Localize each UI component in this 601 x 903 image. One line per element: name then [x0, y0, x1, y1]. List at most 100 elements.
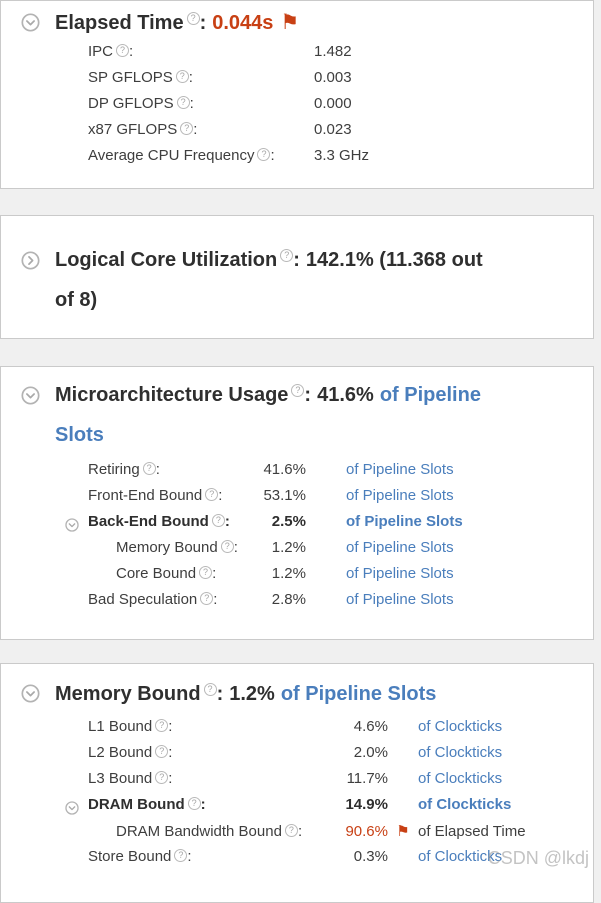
help-icon[interactable]: ? — [211, 514, 225, 527]
expand-chevron-right-icon[interactable] — [21, 251, 40, 270]
metric-value: 0.003 — [314, 69, 352, 86]
help-icon[interactable]: ? — [284, 824, 298, 837]
help-icon[interactable]: ? — [176, 96, 190, 109]
section-header-memory-bound[interactable]: Memory Bound?:1.2% of Pipeline Slots — [1, 664, 593, 714]
colon: : — [270, 147, 275, 164]
help-icon[interactable]: ? — [155, 719, 169, 732]
metric-value: 2.8% — [271, 591, 306, 608]
metric-label: Front-End Bound — [88, 487, 203, 504]
metric-row: IPC?: 1.482 — [1, 43, 593, 69]
metric-row: Store Bound?: 0.3% of Clockticks — [1, 848, 593, 874]
metric-value: 0.000 — [314, 95, 352, 112]
metric-label: DP GFLOPS — [88, 95, 174, 112]
help-icon[interactable]: ? — [186, 12, 200, 25]
help-icon[interactable]: ? — [187, 797, 201, 810]
metric-label: Core Bound — [116, 565, 197, 582]
help-icon[interactable]: ? — [200, 592, 214, 605]
colon: : — [189, 95, 194, 112]
section-title-line: Logical Core Utilization?:142.1% (11.368… — [55, 240, 500, 320]
metric-unit: of Clockticks — [418, 718, 503, 735]
metric-value: 0.3% — [353, 848, 388, 865]
metric-value: 1.2% — [271, 539, 306, 556]
metric-label: IPC — [88, 43, 114, 60]
section-title-line: Elapsed Time?:0.044s ⚑ — [55, 3, 555, 43]
section-elapsed-time: Elapsed Time?:0.044s ⚑ IPC?: 1.482 SP GFL… — [0, 0, 594, 189]
metric-row: L3 Bound?: 11.7% of Clockticks — [1, 770, 593, 796]
metric-unit: of Pipeline Slots — [346, 565, 454, 582]
metric-row: L1 Bound?: 4.6% of Clockticks — [1, 718, 593, 744]
colon: : — [187, 848, 192, 865]
help-icon[interactable]: ? — [203, 683, 217, 696]
metric-label: Bad Speculation — [88, 591, 198, 608]
help-icon[interactable]: ? — [174, 849, 188, 862]
metric-unit: of Pipeline Slots — [346, 591, 454, 608]
metric-label: x87 GFLOPS — [88, 121, 178, 138]
section-unit: of Pipeline Slots — [55, 384, 481, 446]
metric-label: Retiring — [88, 461, 140, 478]
metric-label: SP GFLOPS — [88, 69, 173, 86]
help-icon[interactable]: ? — [155, 771, 169, 784]
collapse-chevron-down-icon[interactable] — [21, 13, 40, 32]
section-logical-core-utilization: Logical Core Utilization?:142.1% (11.368… — [0, 215, 594, 339]
metric-row: Core Bound?: 1.2% of Pipeline Slots — [1, 565, 593, 591]
section-title: Memory Bound — [55, 683, 201, 705]
colon: : — [193, 121, 198, 138]
metric-row: Memory Bound?: 1.2% of Pipeline Slots — [1, 539, 593, 565]
section-header-logical-core-utilization[interactable]: Logical Core Utilization?:142.1% (11.368… — [1, 216, 593, 338]
flag-icon: ⚑ — [396, 823, 410, 840]
metric-value: 4.6% — [353, 718, 388, 735]
help-icon[interactable]: ? — [291, 384, 305, 397]
metric-label: Memory Bound — [116, 539, 218, 556]
collapse-chevron-down-icon[interactable] — [21, 684, 40, 703]
metric-value: 1.2% — [271, 565, 306, 582]
colon: : — [293, 249, 300, 271]
section-microarchitecture-usage: Microarchitecture Usage?:41.6% of Pipelin… — [0, 366, 594, 640]
metric-value: 3.3 GHz — [314, 147, 370, 164]
help-icon[interactable]: ? — [280, 249, 294, 262]
section-memory-bound: Memory Bound?:1.2% of Pipeline Slots L1 B… — [0, 663, 594, 903]
collapse-chevron-down-icon[interactable] — [21, 386, 40, 405]
help-icon[interactable]: ? — [199, 566, 213, 579]
collapse-chevron-down-icon[interactable] — [65, 801, 79, 815]
metric-row: Bad Speculation?: 2.8% of Pipeline Slots — [1, 591, 593, 617]
colon: : — [216, 683, 224, 705]
metric-value: 2.5% — [271, 513, 306, 530]
metric-label: Average CPU Frequency — [88, 147, 255, 164]
metric-row: DRAM Bound?: 14.9% of Clockticks — [1, 796, 593, 822]
section-unit: of Pipeline Slots — [280, 683, 437, 705]
colon: : — [218, 487, 223, 504]
metric-row: DP GFLOPS?: 0.000 — [1, 95, 593, 121]
section-value: 142.1% (11.368 out of 8) — [55, 249, 483, 311]
colon: : — [129, 43, 134, 60]
metric-row: x87 GFLOPS?: 0.023 — [1, 121, 593, 147]
help-icon[interactable]: ? — [142, 462, 156, 475]
metric-list: Retiring?: 41.6% of Pipeline Slots Front… — [1, 455, 593, 639]
section-value: 41.6% — [317, 384, 374, 406]
metric-unit: of Clockticks — [418, 744, 503, 761]
colon: : — [200, 796, 206, 813]
metric-unit: of Pipeline Slots — [346, 513, 463, 530]
metric-unit: of Clockticks — [418, 770, 503, 787]
help-icon[interactable]: ? — [175, 70, 189, 83]
help-icon[interactable]: ? — [155, 745, 169, 758]
help-icon[interactable]: ? — [257, 148, 271, 161]
metric-row: Average CPU Frequency?: 3.3 GHz — [1, 147, 593, 173]
metric-value: 1.482 — [314, 43, 352, 60]
section-value: 1.2% — [229, 683, 275, 705]
colon: : — [168, 718, 173, 735]
metric-unit: of Elapsed Time — [418, 823, 526, 840]
colon: : — [233, 539, 238, 556]
metric-value: 41.6% — [263, 461, 306, 478]
section-value: 0.044s — [212, 12, 274, 34]
section-header-microarchitecture-usage[interactable]: Microarchitecture Usage?:41.6% of Pipelin… — [1, 367, 593, 455]
metric-value: 11.7% — [346, 770, 388, 787]
help-icon[interactable]: ? — [205, 488, 219, 501]
metric-label: DRAM Bandwidth Bound — [116, 823, 282, 840]
metric-value: 14.9% — [345, 796, 388, 813]
help-icon[interactable]: ? — [180, 122, 194, 135]
section-title-line: Microarchitecture Usage?:41.6% of Pipelin… — [55, 375, 495, 455]
collapse-chevron-down-icon[interactable] — [65, 518, 79, 532]
help-icon[interactable]: ? — [116, 44, 130, 57]
section-header-elapsed-time[interactable]: Elapsed Time?:0.044s ⚑ — [1, 1, 593, 43]
help-icon[interactable]: ? — [220, 540, 234, 553]
